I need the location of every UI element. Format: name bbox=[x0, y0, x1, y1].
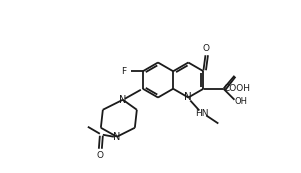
Text: F: F bbox=[121, 67, 126, 76]
Text: N: N bbox=[119, 95, 126, 105]
Text: OH: OH bbox=[235, 97, 248, 106]
Text: N: N bbox=[113, 132, 120, 142]
Text: HN: HN bbox=[196, 109, 209, 118]
Text: O: O bbox=[96, 151, 103, 160]
Text: N: N bbox=[185, 93, 192, 102]
Text: O: O bbox=[203, 44, 210, 53]
Text: COOH: COOH bbox=[224, 84, 251, 93]
